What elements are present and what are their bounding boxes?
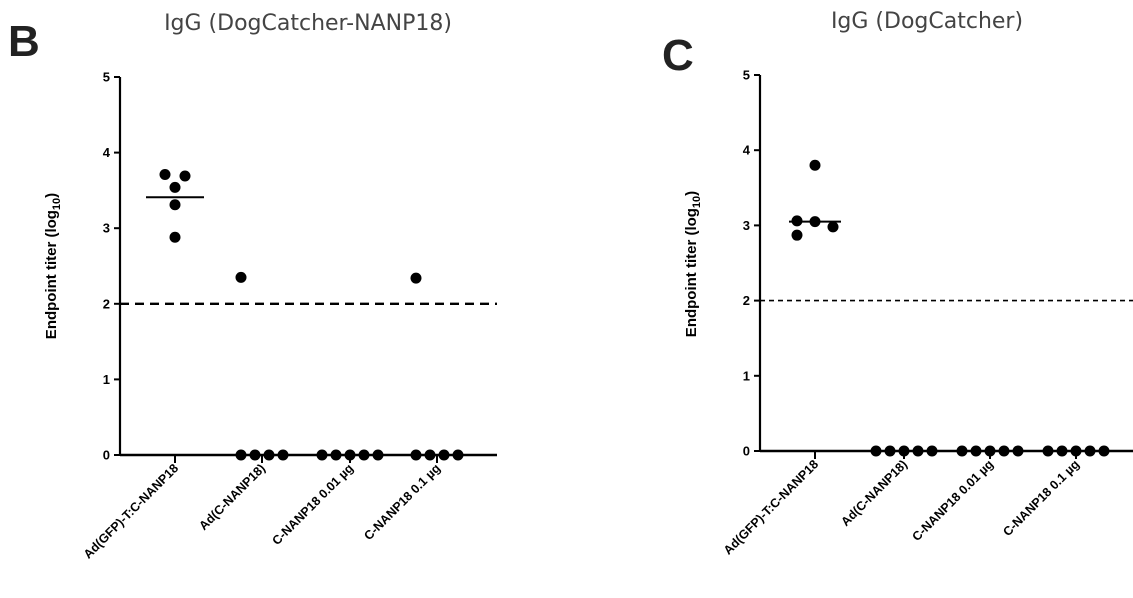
data-point [1042, 445, 1054, 457]
data-point [870, 445, 882, 457]
data-point [1056, 445, 1068, 457]
data-point [926, 445, 938, 457]
data-point [159, 169, 171, 181]
y-tick-label: 4 [743, 143, 751, 158]
x-tick-label: Ad(GFP)-T:C-NANP18 [81, 461, 181, 561]
panel-b: B IgG (DogCatcher-NANP18) Endpoint titer… [8, 11, 497, 561]
panel-letter: B [8, 17, 40, 66]
y-tick-label: 0 [103, 448, 110, 463]
data-point [1084, 445, 1096, 457]
data-point [179, 170, 191, 182]
y-axis-label-subscript: 10 [691, 196, 703, 208]
y-tick-label: 2 [743, 293, 750, 308]
data-point [235, 271, 247, 283]
data-point [912, 445, 924, 457]
data-point [277, 449, 289, 461]
data-point [263, 449, 275, 461]
data-point [235, 449, 247, 461]
panel-letter: C [662, 31, 694, 80]
y-tick-label: 5 [743, 68, 750, 83]
y-tick-label: 4 [103, 145, 111, 160]
data-point [410, 449, 422, 461]
data-point [809, 216, 821, 228]
x-tick-label: Ad(C-NANP18) [196, 461, 268, 533]
y-tick-label: 3 [103, 221, 110, 236]
y-axis-label-suffix: ) [683, 191, 700, 196]
y-tick-label: 2 [103, 296, 110, 311]
y-axis-label-suffix: ) [43, 193, 60, 198]
data-point [249, 449, 261, 461]
chart-title: IgG (DogCatcher) [831, 9, 1023, 34]
x-tick-label: C-NANP18 0.01 µg [269, 461, 356, 548]
data-point [410, 272, 422, 284]
y-axis-label: Endpoint titer (log10) [683, 191, 703, 337]
y-tick-label: 1 [743, 368, 750, 383]
x-tick-label: Ad(GFP)-T:C-NANP18 [721, 457, 821, 557]
data-point [998, 445, 1010, 457]
data-point [316, 449, 328, 461]
x-tick-label: C-NANP18 0.1 µg [361, 461, 443, 543]
y-tick-label: 1 [103, 372, 110, 387]
data-point [1070, 445, 1082, 457]
y-axis-label-text: Endpoint titer (log [43, 210, 60, 339]
data-point [970, 445, 982, 457]
data-point [1098, 445, 1110, 457]
data-point [330, 449, 342, 461]
data-point [809, 159, 821, 171]
data-point [898, 445, 910, 457]
data-point [452, 449, 464, 461]
data-point [1012, 445, 1024, 457]
data-point [358, 449, 370, 461]
y-tick-label: 5 [103, 70, 110, 85]
data-point [169, 231, 181, 243]
data-point [169, 181, 181, 193]
panel-c: C IgG (DogCatcher) Endpoint titer (log10… [662, 9, 1133, 557]
data-point [827, 221, 839, 233]
y-axis-label-subscript: 10 [51, 198, 63, 210]
data-point [424, 449, 436, 461]
x-tick-label: C-NANP18 0.01 µg [909, 457, 996, 544]
y-tick-label: 0 [743, 444, 750, 459]
data-point [791, 229, 803, 241]
data-point [956, 445, 968, 457]
y-axis-label-text: Endpoint titer (log [683, 208, 700, 337]
x-tick-label: Ad(C-NANP18) [838, 457, 910, 529]
x-tick-label: C-NANP18 0.1 µg [1000, 457, 1082, 539]
data-point [344, 449, 356, 461]
chart-title: IgG (DogCatcher-NANP18) [164, 11, 452, 36]
data-point [884, 445, 896, 457]
data-point [791, 215, 803, 227]
y-tick-label: 3 [743, 218, 750, 233]
data-point [984, 445, 996, 457]
data-point [438, 449, 450, 461]
data-point [372, 449, 384, 461]
data-point [169, 199, 181, 211]
y-axis-label: Endpoint titer (log10) [43, 193, 63, 339]
